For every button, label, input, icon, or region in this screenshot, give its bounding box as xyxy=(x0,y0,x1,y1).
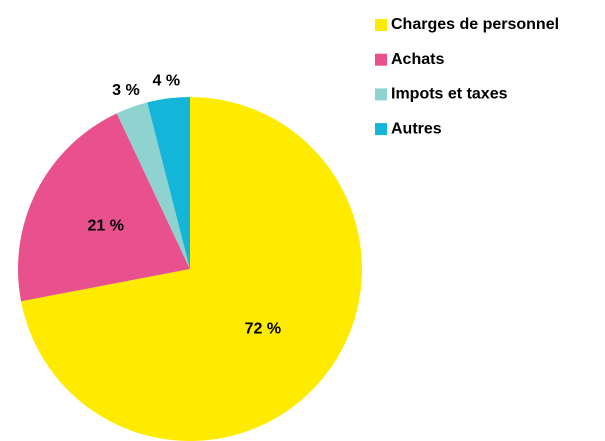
data-label: 21 % xyxy=(87,217,123,234)
legend-label: Charges de personnel xyxy=(391,16,559,33)
legend-label: Achats xyxy=(391,51,444,68)
pie-slice xyxy=(21,97,362,441)
legend-swatch xyxy=(375,19,387,31)
data-label: 72 % xyxy=(245,321,281,338)
data-label: 3 % xyxy=(112,82,140,99)
pie-slice xyxy=(17,113,190,302)
pie-slice xyxy=(147,97,190,269)
pie-slice xyxy=(116,102,190,270)
legend-label: Impots et taxes xyxy=(391,86,508,103)
legend-swatch xyxy=(375,53,387,66)
legend-label: Autres xyxy=(391,120,442,137)
data-label: 4 % xyxy=(152,73,180,90)
legend-swatch xyxy=(375,123,387,136)
legend-swatch xyxy=(375,88,387,101)
